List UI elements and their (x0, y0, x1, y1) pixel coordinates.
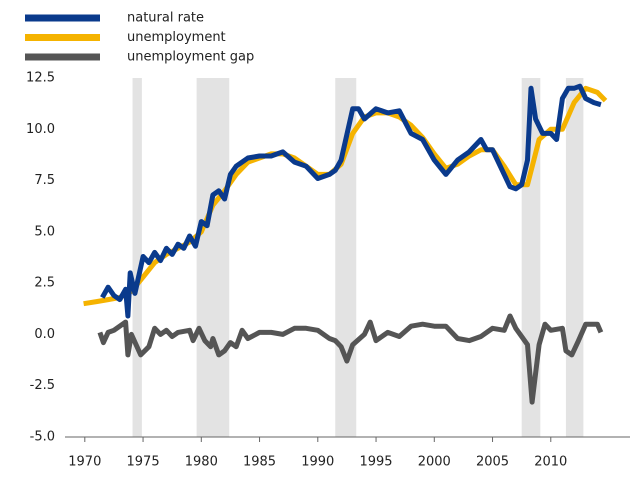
x-tick-label: 1970 (68, 455, 101, 470)
legend-label: unemployment gap (127, 50, 254, 65)
recession-band (196, 78, 230, 437)
series-line (100, 83, 602, 319)
recession-band (132, 78, 142, 437)
series-line (97, 313, 604, 405)
x-tick-label: 1980 (185, 455, 218, 470)
legend-label: unemployment (127, 30, 226, 45)
x-tick-label: 1975 (127, 455, 160, 470)
x-tick-label: 1995 (359, 455, 392, 470)
y-tick-label: 5.0 (34, 224, 55, 239)
x-tick-label: 1985 (243, 455, 276, 470)
y-tick-label: 7.5 (34, 173, 55, 188)
legend-label: natural rate (127, 11, 204, 26)
recession-band (565, 78, 584, 437)
y-tick-label: -2.5 (30, 378, 55, 393)
y-tick-label: 12.5 (26, 71, 55, 86)
y-tick-label: 0.0 (34, 327, 55, 342)
x-tick-label: 1990 (301, 455, 334, 470)
x-tick-label: 2005 (476, 455, 509, 470)
y-tick-label: -5.0 (30, 430, 55, 445)
x-tick-label: 2000 (418, 455, 451, 470)
y-tick-label: 2.5 (34, 276, 55, 291)
x-tick-label: 2010 (534, 455, 567, 470)
y-tick-label: 10.0 (26, 122, 55, 137)
